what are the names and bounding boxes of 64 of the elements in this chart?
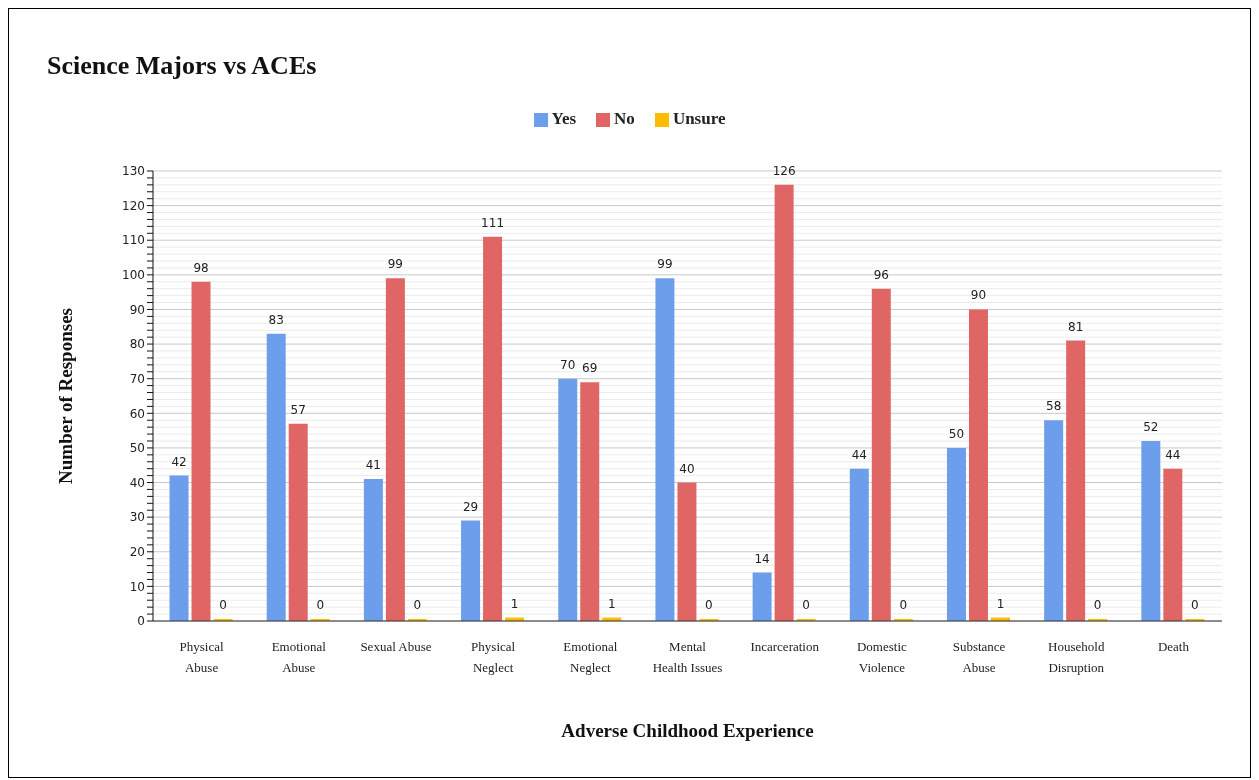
y-tick-label: 10 <box>129 579 145 594</box>
data-label: 111 <box>481 215 505 230</box>
x-tick-label: Sexual Abuse <box>360 639 432 654</box>
data-label: 29 <box>462 499 479 514</box>
y-tick-label: 110 <box>122 233 145 248</box>
y-tick-label: 50 <box>129 441 145 456</box>
data-label: 99 <box>387 257 404 272</box>
data-label: 99 <box>657 257 673 272</box>
y-axis-title: Number of Responses <box>54 308 76 484</box>
y-tick-label: 60 <box>129 406 145 421</box>
y-tick-label: 120 <box>122 198 145 213</box>
data-label: 57 <box>290 402 306 417</box>
data-label: 0 <box>413 598 422 612</box>
data-label: 52 <box>1143 420 1159 434</box>
data-label: 44 <box>1165 447 1181 462</box>
data-label: 96 <box>873 267 889 282</box>
x-axis-title: Adverse Childhood Experience <box>561 720 814 741</box>
data-label: 41 <box>365 458 382 473</box>
data-label: 98 <box>193 260 209 275</box>
x-tick-label: Substance Abuse <box>952 639 1006 675</box>
y-tick-label: 20 <box>129 545 145 560</box>
x-tick-label: Incarceration <box>750 639 820 654</box>
x-tick-label: Domestic Violence <box>856 639 907 675</box>
data-label: 42 <box>171 454 187 469</box>
legend-label: Yes <box>551 109 577 128</box>
x-tick-label: Physical Abuse <box>179 639 224 675</box>
data-label: 81 <box>1068 319 1084 334</box>
data-label: 0 <box>802 598 810 612</box>
data-label: 70 <box>560 357 576 372</box>
data-label: 0 <box>1191 598 1199 612</box>
data-label: 0 <box>899 598 908 612</box>
data-label: 0 <box>705 598 713 612</box>
data-label: 126 <box>772 163 796 178</box>
data-label: 44 <box>851 447 867 462</box>
x-tick-label: Death <box>1157 639 1190 654</box>
x-tick-label: Emotional Abuse <box>271 639 327 675</box>
y-tick-label: 70 <box>129 371 145 386</box>
chart-title: Science Majors vs ACEs <box>47 51 317 81</box>
data-label: 83 <box>268 312 284 327</box>
y-tick-label: 30 <box>129 510 145 525</box>
data-label: 58 <box>1046 399 1062 414</box>
x-tick-label: Physical Neglect <box>471 639 516 675</box>
data-label: 14 <box>754 551 770 566</box>
y-tick-label: 80 <box>129 337 145 352</box>
x-tick-label: Mental Health Issues <box>652 639 723 675</box>
legend-label: Unsure <box>672 109 726 128</box>
y-tick-label: 90 <box>129 302 145 317</box>
x-tick-label: Emotional Neglect <box>563 639 618 675</box>
data-label: 40 <box>679 461 695 476</box>
y-tick-label: 130 <box>122 164 145 179</box>
legend-label: No <box>614 109 635 128</box>
y-tick-label: 0 <box>137 614 145 629</box>
data-label: 1 <box>607 596 616 611</box>
y-tick-label: 100 <box>122 268 145 283</box>
data-label: 50 <box>948 426 965 441</box>
data-label: 1 <box>510 596 519 611</box>
data-label: 1 <box>996 596 1005 611</box>
data-label: 90 <box>970 288 987 303</box>
data-label: 69 <box>582 361 598 376</box>
y-tick-label: 40 <box>129 475 145 490</box>
data-label: 0 <box>219 598 227 612</box>
data-label: 0 <box>1093 598 1102 612</box>
x-tick-label: Household Disruption <box>1048 639 1105 675</box>
data-label: 0 <box>316 598 325 612</box>
